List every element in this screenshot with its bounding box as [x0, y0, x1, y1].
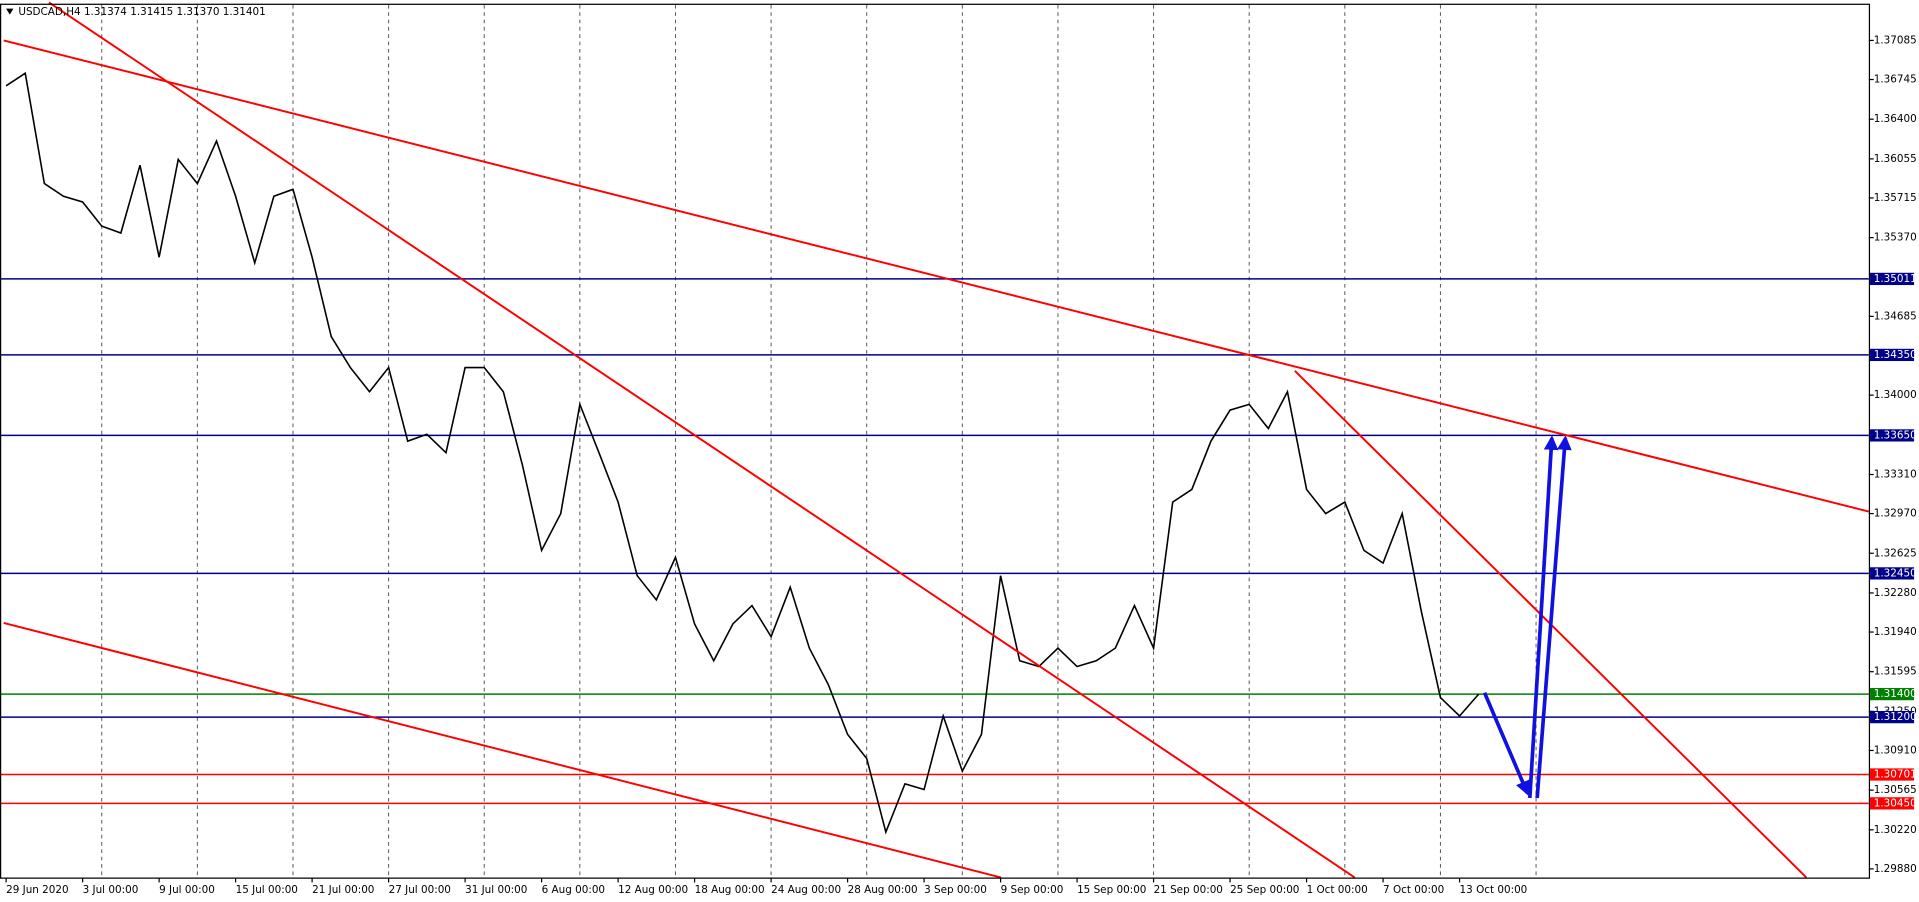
- chart-title: USDCAD,H4 1.31374 1.31415 1.31370 1.3140…: [18, 6, 265, 18]
- x-tick-label: 7 Oct 00:00: [1383, 884, 1444, 896]
- x-tick-label: 13 Oct 00:00: [1460, 884, 1528, 896]
- y-tick-label: 1.29880: [1874, 863, 1917, 875]
- level-label-box: [1870, 567, 1915, 580]
- level-label-box: [1870, 797, 1915, 810]
- x-tick-label: 1 Oct 00:00: [1307, 884, 1368, 896]
- level-label-box: [1870, 272, 1915, 286]
- grid: [101, 4, 1537, 878]
- x-tick-label: 29 Jun 2020: [6, 884, 69, 896]
- trend-line: [3, 622, 1002, 879]
- y-tick-label: 1.32280: [1874, 587, 1917, 599]
- level-label-box: [1870, 768, 1915, 781]
- y-tick-label: 1.36055: [1874, 153, 1917, 165]
- x-tick-label: 28 Aug 00:00: [848, 884, 918, 896]
- y-tick-label: 1.37085: [1874, 34, 1917, 46]
- trend-line: [3, 39, 1870, 513]
- y-tick-label: 1.30220: [1874, 824, 1917, 836]
- menu-triangle: [6, 8, 14, 15]
- y-tick-label: 1.35370: [1874, 232, 1917, 244]
- level-label: 1.30450: [1874, 797, 1917, 809]
- level-label-box: [1870, 688, 1915, 701]
- x-tick-label: 21 Sep 00:00: [1154, 884, 1223, 896]
- x-tick-label: 25 Sep 00:00: [1230, 884, 1299, 896]
- price-layer: [5, 71, 1480, 835]
- level-label: 1.34350: [1874, 349, 1917, 361]
- level-label: 1.31200: [1874, 711, 1917, 723]
- y-tick-label: 1.35715: [1874, 192, 1917, 204]
- arrow: [1527, 435, 1559, 799]
- y-tick-label: 1.31595: [1874, 666, 1917, 678]
- level-label: 1.32450: [1874, 567, 1917, 579]
- level-label: 1.35011: [1874, 273, 1917, 285]
- y-tick-label: 1.36745: [1874, 74, 1917, 86]
- x-tick-label: 31 Jul 00:00: [465, 884, 527, 896]
- x-tick-label: 9 Jul 00:00: [159, 884, 215, 896]
- level-label: 1.30701: [1874, 768, 1917, 780]
- x-tick-label: 21 Jul 00:00: [312, 884, 374, 896]
- y-tick-label: 1.34685: [1874, 310, 1917, 322]
- axes: 29 Jun 2020 3 Jul 00:00 9 Jul 00:00 15 Jul …: [5, 34, 1917, 896]
- forecast-arrows: [1482, 435, 1572, 799]
- x-tick-label: 15 Sep 00:00: [1077, 884, 1146, 896]
- trend-line: [48, 1, 1356, 879]
- x-tick-label: 15 Jul 00:00: [236, 884, 298, 896]
- level-label: 1.31400: [1874, 688, 1917, 700]
- price-line: [5, 71, 1480, 835]
- x-tick-label: 27 Jul 00:00: [389, 884, 451, 896]
- x-tick-label: 12 Aug 00:00: [618, 884, 688, 896]
- level-label-box: [1870, 710, 1915, 724]
- plot-frame: [0, 3, 1871, 879]
- x-tick-label: 3 Jul 00:00: [83, 884, 139, 896]
- level-label: 1.33650: [1874, 429, 1917, 441]
- x-tick-label: 24 Aug 00:00: [771, 884, 841, 896]
- y-tick-label: 1.33310: [1874, 468, 1917, 480]
- y-tick-label: 1.34000: [1874, 389, 1917, 401]
- arrow: [1482, 691, 1530, 796]
- y-tick-label: 1.30910: [1874, 744, 1917, 756]
- level-label-box: [1870, 348, 1915, 362]
- arrow: [1535, 435, 1572, 799]
- y-tick-label: 1.31940: [1874, 626, 1917, 638]
- y-tick-label: 1.32625: [1874, 547, 1917, 559]
- y-tick-label: 1.36400: [1874, 113, 1917, 125]
- x-tick-label: 3 Sep 00:00: [924, 884, 987, 896]
- y-tick-label: 1.32970: [1874, 508, 1917, 520]
- x-tick-label: 9 Sep 00:00: [1001, 884, 1064, 896]
- x-tick-label: 6 Aug 00:00: [542, 884, 605, 896]
- level-label-box: [1870, 429, 1915, 442]
- x-tick-label: 18 Aug 00:00: [695, 884, 765, 896]
- y-tick-label: 1.30565: [1874, 784, 1917, 796]
